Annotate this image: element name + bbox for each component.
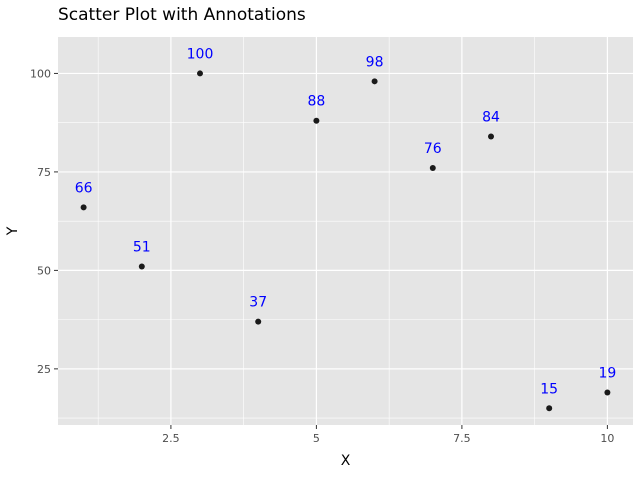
data-point <box>604 389 611 396</box>
point-annotation: 15 <box>540 381 558 397</box>
data-point <box>80 204 87 211</box>
data-point <box>429 164 436 171</box>
axis-ticks: 2.5 5 7.5 10 25 50 75 100 <box>30 67 614 445</box>
point-annotation: 88 <box>307 94 325 110</box>
x-tick-label: 10 <box>600 432 614 445</box>
x-tick-label: 2.5 <box>162 432 180 445</box>
point-annotation: 76 <box>424 141 442 157</box>
data-point <box>255 318 262 325</box>
x-tick-label: 7.5 <box>453 432 471 445</box>
y-tick-label: 100 <box>30 67 51 80</box>
data-point <box>313 117 320 124</box>
x-axis-title: X <box>341 453 351 469</box>
y-tick-label: 50 <box>37 264 51 277</box>
grid-lines <box>58 37 633 425</box>
x-tick-label: 5 <box>313 432 320 445</box>
point-annotation: 37 <box>249 295 267 311</box>
chart-title: Scatter Plot with Annotations <box>58 5 306 25</box>
point-annotation: 19 <box>598 366 616 382</box>
y-tick-label: 25 <box>37 363 51 376</box>
data-point <box>371 78 378 85</box>
point-annotation: 98 <box>366 54 384 70</box>
data-point <box>138 263 145 270</box>
point-annotation: 84 <box>482 109 500 125</box>
point-annotation: 51 <box>133 239 151 255</box>
data-point <box>197 70 204 77</box>
data-point <box>487 133 494 140</box>
y-axis-title: Y <box>5 226 21 236</box>
point-annotations: 66 51 100 37 88 98 76 84 15 19 <box>75 46 617 397</box>
data-point <box>546 405 553 412</box>
point-annotation: 66 <box>75 180 93 196</box>
data-points <box>80 70 611 412</box>
plot-panel <box>58 37 633 425</box>
y-tick-label: 75 <box>37 166 51 179</box>
point-annotation: 100 <box>187 46 214 62</box>
